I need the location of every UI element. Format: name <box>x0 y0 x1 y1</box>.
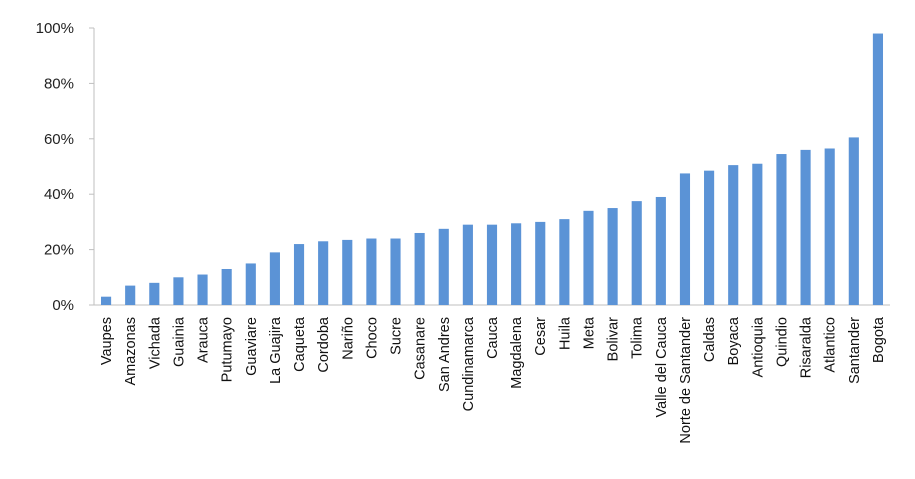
x-category-label: Valle del Cauca <box>654 316 670 417</box>
x-category-label: Cordoba <box>316 316 332 373</box>
x-category-label: Atlantico <box>823 317 839 373</box>
bar <box>342 239 353 305</box>
x-axis-labels: Vaupes Amazonas Vichada Guainia Arauca Putuma… <box>99 316 887 443</box>
bar <box>125 285 136 305</box>
x-category-label: Sucre <box>389 317 405 355</box>
x-category-label: La Guajira <box>268 316 284 384</box>
bar <box>704 170 715 305</box>
x-category-label: Vaupes <box>99 317 115 365</box>
bar <box>679 173 691 305</box>
x-category-label: Quindio <box>774 317 790 367</box>
bar <box>269 252 280 305</box>
bar <box>728 165 739 305</box>
x-category-label: Magdalena <box>509 316 525 389</box>
bar <box>824 148 835 305</box>
bar <box>631 201 642 305</box>
x-category-label: Bolivar <box>606 317 622 361</box>
bar <box>486 224 498 305</box>
x-category-label: Caldas <box>702 317 718 362</box>
bar <box>872 33 884 305</box>
bar <box>752 163 763 305</box>
bar <box>511 223 522 305</box>
bar <box>800 149 811 305</box>
bar <box>583 210 594 305</box>
bar <box>655 196 666 305</box>
x-category-label: Santander <box>847 317 863 384</box>
x-category-label: Huila <box>557 316 573 350</box>
bar <box>535 221 546 305</box>
x-category-label: San Andres <box>437 317 453 392</box>
y-tick-label: 0% <box>52 297 74 314</box>
y-tick-label: 40% <box>44 186 74 203</box>
x-category-label: Caqueta <box>292 316 308 372</box>
bar <box>390 238 401 305</box>
x-category-label: Casanare <box>413 317 429 380</box>
x-category-label: Nariño <box>340 317 356 360</box>
bar <box>197 274 208 305</box>
bar <box>366 238 377 305</box>
y-tick-label: 20% <box>44 242 74 259</box>
x-category-label: Putumayo <box>220 317 236 382</box>
bar <box>438 228 449 305</box>
x-category-label: Risaralda <box>799 316 815 378</box>
bar <box>776 154 787 305</box>
bar <box>462 224 473 305</box>
bar <box>100 296 112 305</box>
bar <box>607 208 618 305</box>
x-category-label: Choco <box>364 317 380 359</box>
bar <box>848 137 859 305</box>
x-category-label: Tolima <box>630 316 646 359</box>
x-category-label: Bogota <box>871 316 887 363</box>
x-category-label: Boyaca <box>726 316 742 365</box>
y-tick-label: 80% <box>44 75 74 92</box>
x-category-label: Guainia <box>171 316 187 367</box>
bar <box>414 232 425 305</box>
x-category-label: Norte de Santander <box>678 317 694 444</box>
x-category-label: Arauca <box>196 316 212 363</box>
bar <box>559 219 570 305</box>
x-category-label: Amazonas <box>123 317 139 386</box>
x-category-label: Cauca <box>485 316 501 359</box>
bars-group <box>100 33 884 305</box>
bar <box>293 244 305 305</box>
bar <box>149 282 160 305</box>
bar <box>245 263 256 305</box>
x-category-label: Vichada <box>147 316 163 369</box>
bar <box>221 268 232 305</box>
bar <box>318 241 329 305</box>
x-category-label: Cundinamarca <box>461 316 477 411</box>
x-category-label: Meta <box>581 316 597 349</box>
y-tick-label: 100% <box>36 20 74 37</box>
y-tick-label: 60% <box>44 131 74 148</box>
bar <box>173 277 184 305</box>
x-category-label: Guaviare <box>244 317 260 376</box>
x-category-label: Antioquia <box>750 316 766 377</box>
x-category-label: Cesar <box>533 317 549 356</box>
